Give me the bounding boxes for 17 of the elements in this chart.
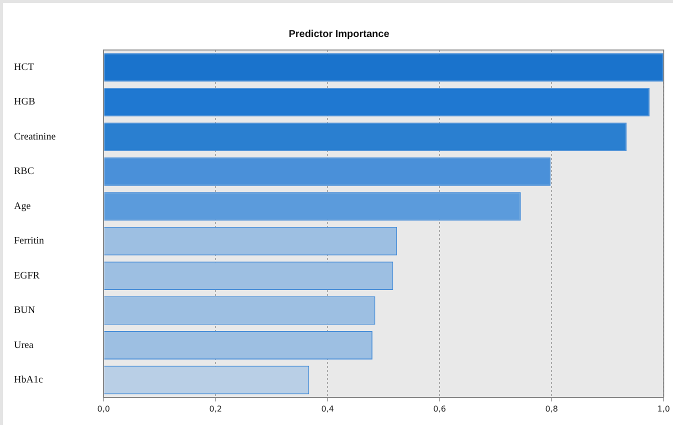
x-tick-label: 0,2 bbox=[209, 404, 222, 414]
x-tick-label: 0,8 bbox=[545, 404, 558, 414]
y-tick-label: Age bbox=[14, 200, 32, 212]
y-tick-label: Creatinine bbox=[14, 131, 56, 142]
y-tick-label: Urea bbox=[14, 340, 34, 351]
x-tick-label: 0,0 bbox=[97, 404, 110, 414]
y-tick-label: RBC bbox=[14, 166, 34, 178]
y-tick-label: HGB bbox=[14, 96, 36, 108]
y-tick-label: HCT bbox=[14, 62, 34, 73]
chart-title: Predictor Importance bbox=[288, 28, 390, 40]
y-tick-label: HbA1c bbox=[14, 374, 44, 386]
y-tick-label: BUN bbox=[14, 305, 36, 316]
y-tick-label: Ferritin bbox=[14, 236, 44, 247]
x-tick-label: 0,6 bbox=[433, 404, 446, 414]
x-tick-label: 0,4 bbox=[321, 404, 334, 414]
x-tick-label: 1,0 bbox=[657, 404, 670, 414]
y-tick-label: EGFR bbox=[14, 270, 40, 282]
